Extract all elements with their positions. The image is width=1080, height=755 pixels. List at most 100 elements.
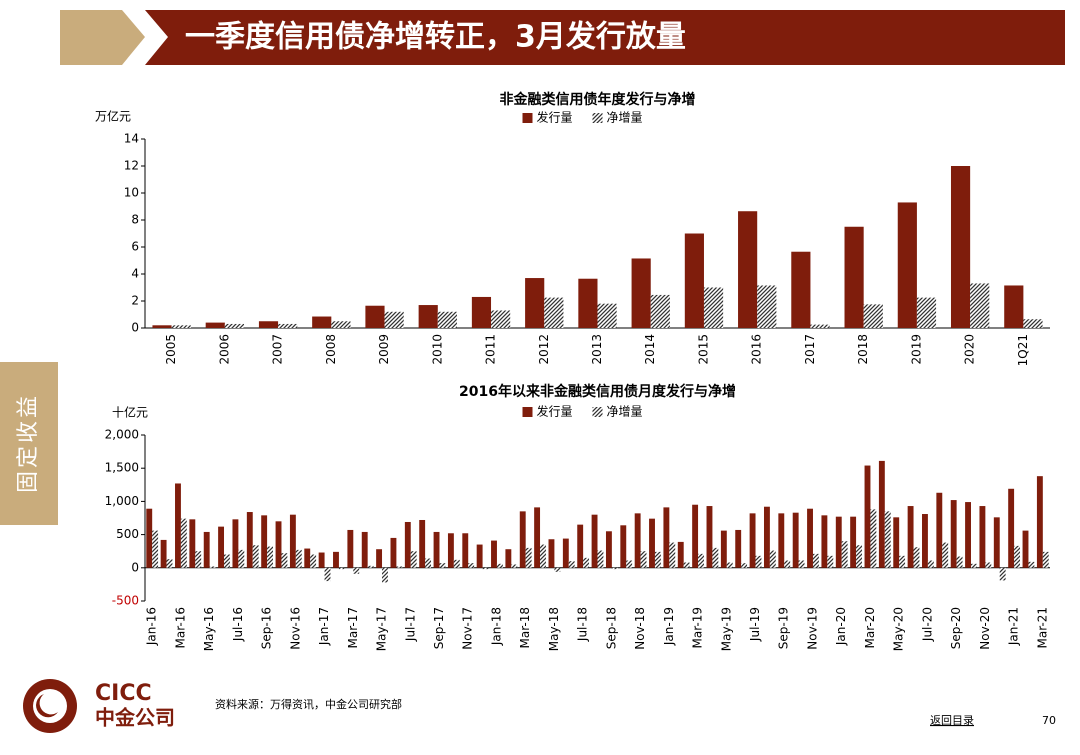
bar	[578, 278, 598, 328]
bar	[175, 483, 181, 568]
bar	[605, 531, 612, 568]
bar	[437, 311, 457, 328]
legend-label: 净增量	[607, 111, 643, 125]
bar	[568, 561, 575, 568]
bar	[810, 324, 830, 328]
bar	[289, 514, 296, 568]
bar	[757, 285, 777, 328]
x-tick-label: Mar-16	[173, 607, 187, 648]
y-tick-label: 12	[124, 159, 139, 173]
bar	[650, 294, 670, 328]
x-tick-label: Jul-17	[403, 607, 417, 642]
x-tick-label: Jan-16	[145, 607, 159, 646]
x-tick-label: May-19	[719, 607, 733, 651]
bar	[491, 310, 511, 328]
bar	[540, 544, 546, 568]
bar	[365, 305, 385, 328]
x-tick-label: Jul-18	[576, 607, 590, 642]
bar	[1036, 476, 1043, 568]
bar	[965, 502, 971, 568]
x-tick-label: 1Q21	[1016, 334, 1030, 366]
bar	[597, 550, 604, 568]
bar	[525, 278, 545, 328]
bar	[738, 211, 758, 328]
bar	[496, 563, 503, 568]
bar	[338, 567, 345, 570]
x-tick-label: Sep-18	[604, 607, 618, 649]
x-tick-label: 2014	[643, 334, 657, 365]
x-tick-label: Mar-21	[1035, 607, 1049, 648]
bar	[844, 226, 864, 328]
bar	[850, 516, 857, 568]
bar	[160, 539, 167, 568]
bar	[591, 514, 598, 568]
chart-title: 非金融类信用债年度发行与净增	[500, 91, 696, 108]
bar	[525, 547, 532, 568]
bar	[712, 547, 719, 568]
back-link[interactable]: 返回目录	[930, 714, 974, 727]
x-tick-label: Jul-20	[920, 607, 934, 642]
bar	[1028, 561, 1035, 568]
bar	[778, 513, 785, 568]
bar	[985, 562, 992, 568]
bar	[331, 321, 351, 328]
bar	[1014, 545, 1020, 568]
bar	[620, 525, 627, 568]
bar	[827, 555, 834, 568]
x-tick-label: May-18	[547, 607, 561, 651]
x-tick-label: May-20	[892, 607, 906, 651]
bar	[769, 550, 776, 568]
bar	[281, 553, 288, 568]
y-tick-label: 1,000	[105, 494, 139, 508]
bar	[195, 551, 202, 568]
bar	[812, 553, 819, 568]
bar	[534, 507, 541, 568]
x-tick-label: 2017	[803, 334, 817, 365]
bar	[519, 511, 526, 568]
x-tick-label: 2011	[484, 334, 498, 365]
x-tick-label: Nov-16	[288, 607, 302, 650]
x-tick-label: Jan-21	[1007, 607, 1021, 646]
x-tick-label: 2015	[696, 334, 710, 365]
bar	[410, 551, 417, 568]
bar	[791, 251, 811, 328]
x-tick-label: 2016	[750, 334, 764, 365]
bar	[927, 560, 934, 568]
bar	[275, 521, 282, 568]
y-tick-label: 1,500	[105, 461, 139, 475]
bar	[146, 508, 153, 568]
x-tick-label: Sep-17	[432, 607, 446, 649]
bar	[583, 557, 590, 568]
x-tick-label: Sep-19	[777, 607, 791, 649]
legend-swatch	[592, 113, 603, 123]
bar	[631, 258, 651, 328]
bar	[1008, 488, 1015, 568]
y-tick-label: 2	[131, 294, 139, 308]
bar	[232, 519, 239, 568]
bar	[361, 531, 368, 568]
logo: CICC 中金公司	[23, 679, 175, 733]
x-tick-label: Sep-16	[260, 607, 274, 649]
bar	[950, 500, 957, 568]
bar	[821, 515, 828, 568]
bar	[310, 554, 317, 568]
bar	[979, 506, 986, 568]
bar	[295, 549, 302, 568]
bar	[152, 530, 159, 568]
legend-swatch	[592, 407, 603, 417]
bar	[798, 560, 805, 568]
logo-cn: 中金公司	[95, 706, 175, 730]
bar	[784, 560, 791, 568]
x-tick-label: May-16	[202, 607, 216, 651]
bar	[252, 545, 259, 568]
x-tick-label: Jul-16	[231, 607, 245, 642]
chart-title: 2016年以来非金融类信用债月度发行与净增	[459, 383, 736, 400]
bar	[367, 565, 374, 568]
y-tick-label: 10	[124, 186, 139, 200]
x-tick-label: 2020	[963, 334, 977, 365]
bar	[706, 506, 713, 568]
bar	[224, 323, 245, 328]
legend-label: 净增量	[607, 405, 643, 419]
x-tick-label: Sep-20	[949, 607, 963, 649]
